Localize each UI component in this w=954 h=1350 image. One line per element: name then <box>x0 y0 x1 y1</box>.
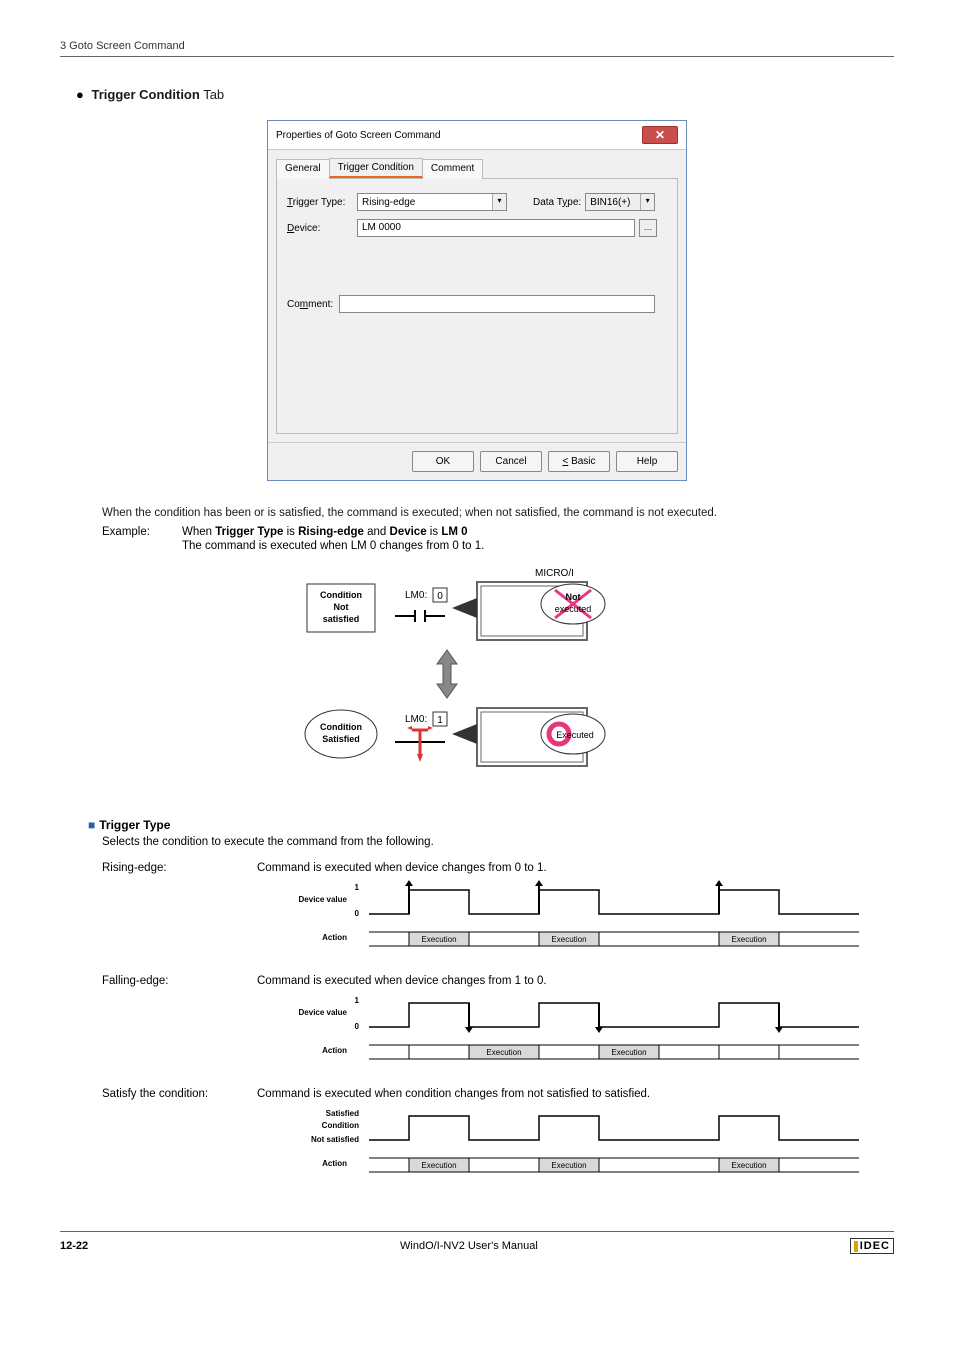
svg-text:Execution: Execution <box>551 1161 586 1170</box>
properties-dialog: Properties of Goto Screen Command ✕ Gene… <box>267 120 687 481</box>
svg-text:1: 1 <box>437 715 443 726</box>
svg-text:satisfied: satisfied <box>323 614 360 624</box>
trigger-type-heading: ■Trigger Type <box>88 818 894 832</box>
svg-text:Execution: Execution <box>486 1048 521 1057</box>
svg-text:Not satisfied: Not satisfied <box>311 1135 359 1144</box>
section-heading: ● Trigger Condition Tab <box>76 87 894 102</box>
trigger-type-desc: Selects the condition to execute the com… <box>102 836 894 848</box>
tab-comment[interactable]: Comment <box>422 159 483 179</box>
cancel-button[interactable]: Cancel <box>480 451 542 472</box>
condition-diagram: MICRO/I Condition Not satisfied LM0: 0 N… <box>277 564 677 794</box>
falling-edge-text: Command is executed when device changes … <box>257 975 894 987</box>
help-button[interactable]: Help <box>616 451 678 472</box>
satisfy-condition-chart: Satisfied Condition Not satisfied Action… <box>299 1106 899 1186</box>
svg-text:Satisfied: Satisfied <box>326 1109 359 1118</box>
svg-text:LM0:: LM0: <box>405 590 427 601</box>
svg-text:MICRO/I: MICRO/I <box>535 568 574 579</box>
explanation-text: When the condition has been or is satisf… <box>102 505 894 522</box>
svg-text:Action: Action <box>322 1046 347 1055</box>
chevron-down-icon: ▾ <box>492 194 506 210</box>
svg-text:Execution: Execution <box>731 1161 766 1170</box>
svg-text:Condition: Condition <box>322 1121 359 1130</box>
svg-text:Action: Action <box>322 1159 347 1168</box>
rising-edge-label: Rising-edge: <box>102 862 257 874</box>
breadcrumb: 3 Goto Screen Command <box>60 40 894 57</box>
falling-edge-chart: 1 Device value 0 Action Execution Execut… <box>299 993 899 1073</box>
basic-button[interactable]: < Basic <box>548 451 610 472</box>
device-label: Device: <box>287 223 357 234</box>
device-browse-button[interactable]: … <box>639 219 657 237</box>
svg-text:Device value: Device value <box>299 895 348 904</box>
svg-text:LM0:: LM0: <box>405 714 427 725</box>
svg-text:Execution: Execution <box>421 1161 456 1170</box>
svg-text:1: 1 <box>355 883 360 892</box>
close-button[interactable]: ✕ <box>642 126 678 144</box>
trigger-type-select[interactable]: Rising-edge ▾ <box>357 193 507 211</box>
page-number: 12-22 <box>60 1240 88 1252</box>
tab-general[interactable]: General <box>276 159 330 179</box>
ok-button[interactable]: OK <box>412 451 474 472</box>
example-label: Example: <box>102 526 182 538</box>
svg-text:Execution: Execution <box>421 935 456 944</box>
comment-label: Comment: <box>287 299 339 310</box>
page-footer: 12-22 WindO/I-NV2 User's Manual IDEC <box>60 1231 894 1254</box>
brand-logo: IDEC <box>850 1238 894 1254</box>
tab-trigger-condition[interactable]: Trigger Condition <box>329 158 423 178</box>
svg-text:executed: executed <box>555 604 592 614</box>
dialog-tabs: General Trigger Condition Comment <box>276 158 678 179</box>
svg-text:Action: Action <box>322 933 347 942</box>
svg-text:1: 1 <box>355 996 360 1005</box>
svg-text:Execution: Execution <box>731 935 766 944</box>
satisfy-condition-label: Satisfy the condition: <box>102 1088 257 1100</box>
svg-text:Execution: Execution <box>611 1048 646 1057</box>
data-type-label: Data Type: <box>533 197 581 208</box>
svg-text:Execution: Execution <box>551 935 586 944</box>
falling-edge-label: Falling-edge: <box>102 975 257 987</box>
svg-text:Executed: Executed <box>556 730 594 740</box>
svg-text:0: 0 <box>355 1022 360 1031</box>
data-type-select[interactable]: BIN16(+) ▾ <box>585 193 655 211</box>
comment-input[interactable] <box>339 295 655 313</box>
svg-text:0: 0 <box>355 909 360 918</box>
chevron-down-icon: ▾ <box>640 194 654 210</box>
svg-text:Not: Not <box>334 602 349 612</box>
rising-edge-text: Command is executed when device changes … <box>257 862 894 874</box>
satisfy-condition-text: Command is executed when condition chang… <box>257 1088 894 1100</box>
example-line2: The command is executed when LM 0 change… <box>182 540 894 552</box>
svg-text:Not: Not <box>566 592 581 602</box>
rising-edge-chart: 1 Device value 0 Action Execution <box>299 880 899 960</box>
manual-title: WindO/I-NV2 User's Manual <box>88 1240 850 1252</box>
example-text: When Trigger Type is Rising-edge and Dev… <box>182 526 894 538</box>
svg-text:Satisfied: Satisfied <box>322 734 360 744</box>
svg-text:Device value: Device value <box>299 1008 348 1017</box>
svg-text:Condition: Condition <box>320 590 362 600</box>
device-input[interactable]: LM 0000 <box>357 219 635 237</box>
dialog-title: Properties of Goto Screen Command <box>276 130 441 141</box>
trigger-type-label: Trigger Type: <box>287 197 357 208</box>
svg-text:0: 0 <box>437 591 443 602</box>
svg-text:Condition: Condition <box>320 722 362 732</box>
